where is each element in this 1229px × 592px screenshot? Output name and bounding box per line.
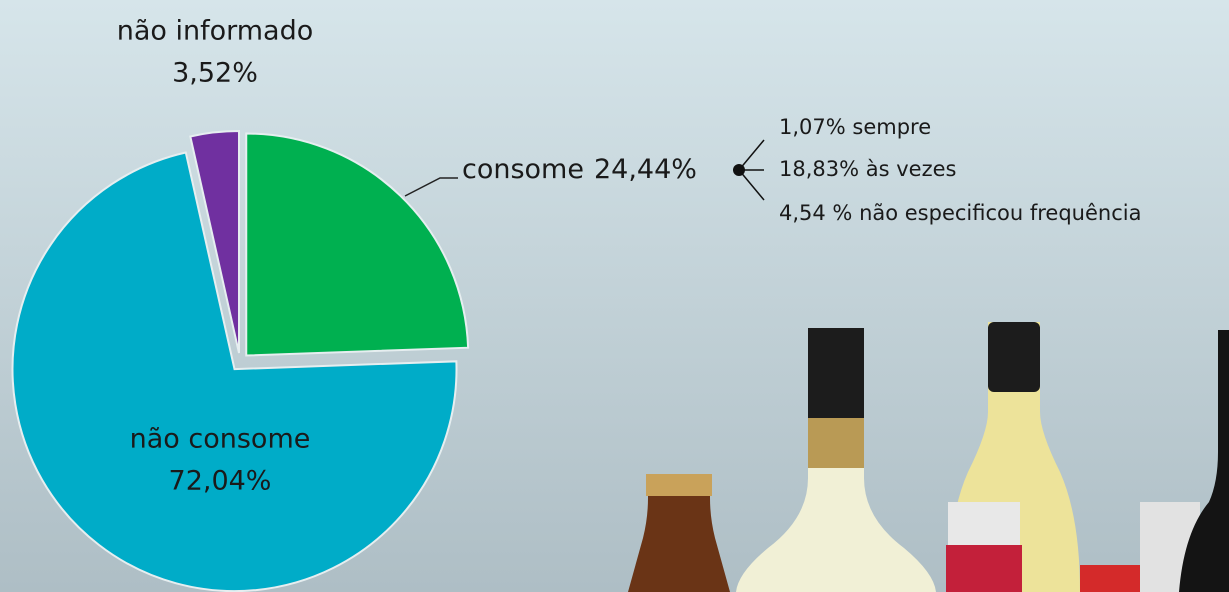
leader-line [404, 177, 458, 197]
annotation: 1,07% sempre [779, 115, 931, 139]
value-label: 24,44% [594, 154, 697, 185]
category-label: não consome [130, 424, 311, 455]
slice-label: consome 24,44% [462, 154, 697, 185]
bottles-illustration [628, 322, 1229, 592]
category-label: consome [462, 154, 584, 185]
bracket-lines [738, 139, 765, 201]
annotation: 18,83% às vezes [779, 157, 956, 181]
pie [11, 130, 470, 592]
pie-slice [11, 151, 458, 592]
category-label: não informado [117, 16, 314, 47]
annotation: 4,54 % não especificou frequência [779, 201, 1141, 225]
pie-slice [189, 130, 241, 354]
value-label: 3,52% [172, 58, 258, 89]
pie-slice [245, 132, 470, 357]
value-label: 72,04% [169, 466, 272, 497]
